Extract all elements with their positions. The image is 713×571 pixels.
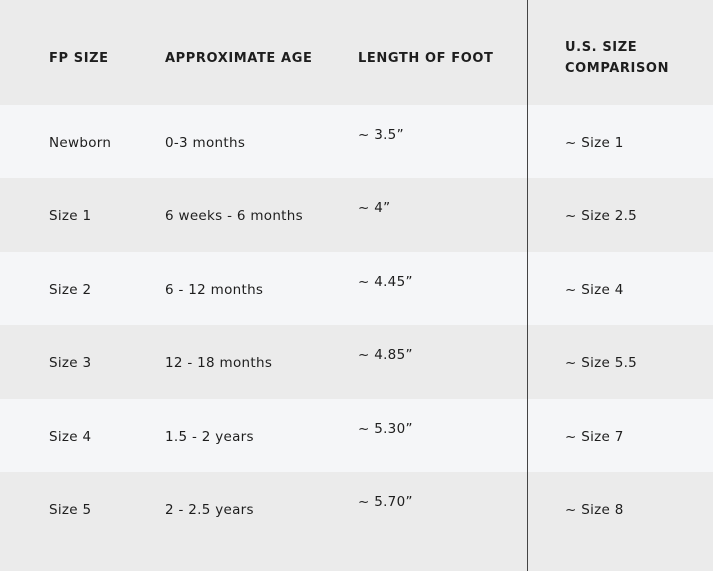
foot-length-cell: ~ 4.45”	[358, 274, 413, 290]
header-fp-size: FP SIZE	[49, 51, 109, 66]
header-length-of-foot: LENGTH OF FOOT	[358, 51, 494, 66]
foot-length-cell: ~ 3.5”	[358, 127, 404, 143]
us-size-cell: ~ Size 1	[565, 135, 624, 151]
header-us-size-line2: COMPARISON	[565, 61, 670, 76]
foot-length-cell: ~ 5.30”	[358, 421, 413, 437]
fp-size-cell: Newborn	[49, 135, 112, 151]
fp-size-cell: Size 3	[49, 355, 92, 371]
table-row: Newborn 0-3 months ~ 3.5” ~ Size 1	[0, 105, 713, 178]
age-cell: 2 - 2.5 years	[165, 502, 254, 518]
age-cell: 1.5 - 2 years	[165, 429, 254, 445]
us-size-cell: ~ Size 8	[565, 502, 624, 518]
age-cell: 0-3 months	[165, 135, 246, 151]
foot-length-cell: ~ 4”	[358, 200, 391, 216]
us-size-cell: ~ Size 7	[565, 429, 624, 445]
age-cell: 6 - 12 months	[165, 282, 264, 298]
fp-size-cell: Size 4	[49, 429, 92, 445]
fp-size-cell: Size 2	[49, 282, 92, 298]
age-cell: 6 weeks - 6 months	[165, 208, 303, 224]
us-size-cell: ~ Size 5.5	[565, 355, 638, 371]
header-us-size-line1: U.S. SIZE	[565, 40, 638, 55]
age-cell: 12 - 18 months	[165, 355, 273, 371]
table-row: Size 3 12 - 18 months ~ 4.85” ~ Size 5.5	[0, 325, 713, 399]
foot-length-cell: ~ 4.85”	[358, 347, 413, 363]
table-row: Size 1 6 weeks - 6 months ~ 4” ~ Size 2.5	[0, 178, 713, 252]
us-size-cell: ~ Size 2.5	[565, 208, 638, 224]
table-row: Size 4 1.5 - 2 years ~ 5.30” ~ Size 7	[0, 399, 713, 472]
header-us-size: U.S. SIZE COMPARISON	[565, 37, 669, 79]
table-header: FP SIZE APPROXIMATE AGE LENGTH OF FOOT U…	[0, 0, 713, 105]
table-row: Size 5 2 - 2.5 years ~ 5.70” ~ Size 8	[0, 472, 713, 571]
header-approximate-age: APPROXIMATE AGE	[165, 51, 313, 66]
fp-size-cell: Size 1	[49, 208, 92, 224]
fp-size-cell: Size 5	[49, 502, 92, 518]
column-divider	[527, 0, 528, 571]
us-size-cell: ~ Size 4	[565, 282, 624, 298]
foot-length-cell: ~ 5.70”	[358, 494, 413, 510]
table-row: Size 2 6 - 12 months ~ 4.45” ~ Size 4	[0, 252, 713, 325]
